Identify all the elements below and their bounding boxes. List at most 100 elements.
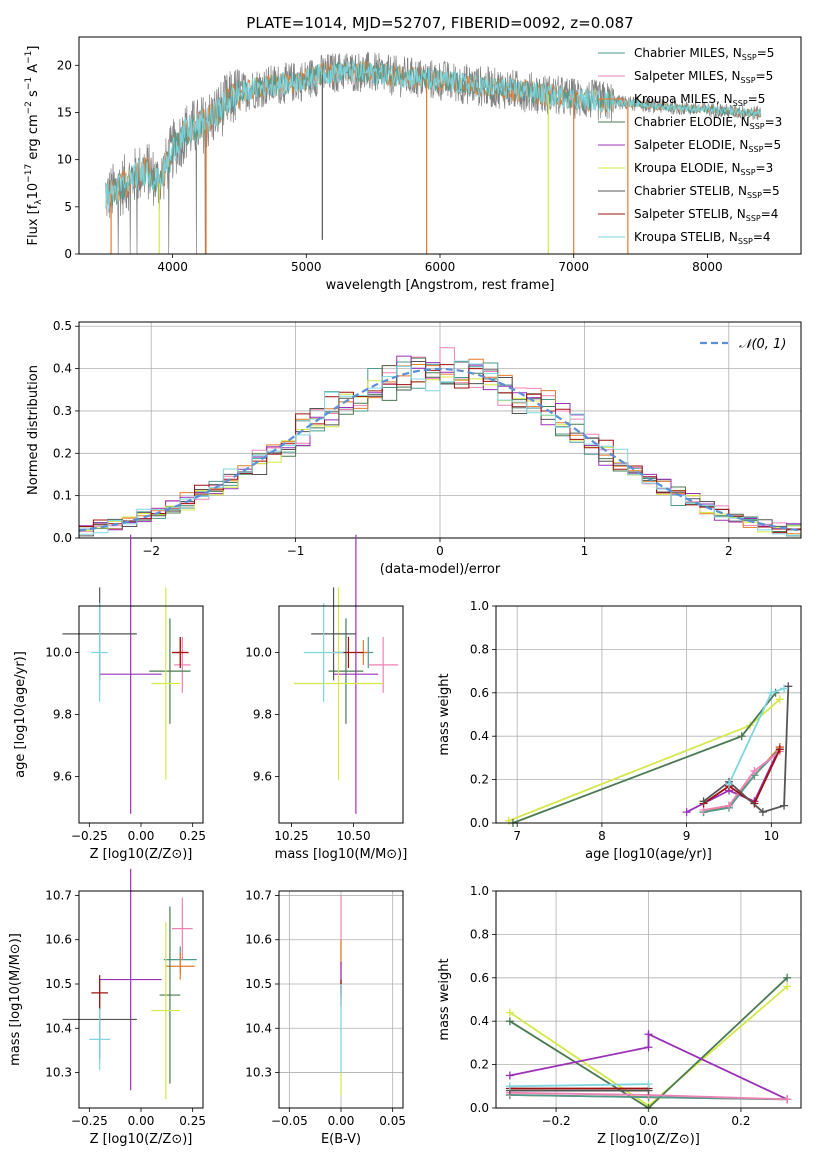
axes-frame [278,890,404,1109]
x-axis-label: Z [log10(Z/Z⊙)] [597,1132,700,1147]
x-tick-label: 0.2 [731,1114,750,1128]
weight_vs_Z-chart: −0.2 0.0 0.2 0.0 0.2 0.4 0.6 0.8 1.0 Z [log10(Z/Z… [437,884,802,1147]
weight-marker [750,766,759,775]
y-axis-label: Flux [fλ10−17 erg cm−2 s−1 A−1] [24,46,44,246]
y-tick-label: 10 [57,153,72,167]
weight-marker [775,745,784,754]
y-tick-label: 10.5 [45,977,72,991]
y-tick-label: 10.7 [45,888,72,902]
weight-marker [644,1030,653,1039]
y-tick-label: 9.6 [53,770,72,784]
x-tick-label: 10.50 [336,829,370,843]
x-axis-label: Z [log10(Z/Z⊙)] [90,847,193,862]
weight-marker [783,982,792,991]
x-tick-label: 1 [581,544,589,558]
weight-marker [644,1043,653,1052]
axes-frame [495,890,802,1109]
y-tick-label: 10.3 [45,1066,72,1080]
x-tick-label: 7 [513,829,521,843]
y-tick-label: 0.0 [470,1101,489,1115]
y-tick-label: 0.8 [470,642,489,656]
y-axis-label: mass weight [437,958,452,1040]
weight-marker [784,682,793,691]
y-tick-label: 0.0 [470,816,489,830]
y-tick-label: 0.6 [470,686,489,700]
weight-marker [737,732,746,741]
x-tick-label: 0.00 [328,1114,355,1128]
figure-title: PLATE=1014, MJD=52707, FIBERID=0092, z=0… [246,14,633,32]
legend-label: Salpeter STELIB, NSSP=4 [634,207,778,223]
y-tick-label: 1.0 [470,884,489,898]
y-tick-label: 0.0 [53,531,72,545]
weight-marker [783,1095,792,1104]
weight-line [509,1032,788,1101]
x-tick-label: −0.2 [542,1114,571,1128]
legend-label: Kroupa STELIB, NSSP=4 [634,230,771,246]
y-tick-label: 20 [57,58,72,72]
spectrum-lines [105,52,762,254]
weight-marker [780,684,789,693]
y-axis-label: mass [log10(M/M⊙)] [8,933,23,1066]
legend-label: Kroupa ELODIE, NSSP=3 [634,161,773,177]
y-tick-label: 15 [57,105,72,119]
weight_vs_age-chart: 7 8 9 10 0.0 0.2 0.4 0.6 0.8 1.0 age [log10(age/yr… [437,599,802,862]
x-tick-label: 0.05 [379,1114,406,1128]
x-tick-label: 0.25 [179,1114,206,1128]
y-tick-label: 0.2 [53,446,72,460]
y-tick-label: 10.6 [245,933,272,947]
weight-marker [775,695,784,704]
legend-label: Chabrier STELIB, NSSP=5 [634,184,780,200]
x-tick-label: −0.25 [71,829,108,843]
y-tick-label: 0.4 [470,1014,489,1028]
y-tick-label: 0.2 [470,773,489,787]
y-tick-label: 10.4 [245,1021,272,1035]
x-tick-label: 5000 [291,260,322,274]
weight-marker [724,779,733,788]
x-tick-label: −2 [142,544,160,558]
model-spectrum [105,60,762,210]
x-tick-label: 9 [683,829,691,843]
x-tick-label: 0.0 [639,1114,658,1128]
weight-marker [780,801,789,810]
x-axis-label: E(B-V) [321,1132,361,1147]
legend-label: Kroupa MILES, NSSP=5 [634,92,765,108]
weight-marker [783,973,792,982]
x-tick-label: 4000 [157,260,188,274]
y-tick-label: 0.1 [53,489,72,503]
x-tick-label: 2 [725,544,733,558]
y-tick-label: 0.4 [470,729,489,743]
histograms [79,347,801,537]
mass_vs_Z-chart: −0.25 0.00 0.25 10.3 10.4 10.5 10.6 10.7 Z [log1… [8,868,206,1147]
y-tick-label: 5 [64,200,72,214]
y-tick-label: 9.6 [253,770,272,784]
weight-marker [505,1082,514,1091]
y-tick-label: 0.6 [470,971,489,985]
weight-marker [758,808,767,817]
x-tick-label: 10.25 [274,829,308,843]
y-tick-label: 10.6 [45,933,72,947]
axes-frame [78,321,802,539]
y-tick-label: 10.7 [245,888,272,902]
age_vs_Z-chart: −0.25 0.00 0.25 9.6 9.8 10.0 Z [log10(Z/Z⊙)] ag… [13,534,206,862]
weight-line [703,748,781,805]
x-tick-label: 6000 [425,260,456,274]
legend-label: Salpeter MILES, NSSP=5 [634,69,773,85]
x-tick-label: 8000 [692,260,723,274]
x-tick-label: 7000 [558,260,589,274]
y-tick-label: 9.8 [53,708,72,722]
weight-marker [724,801,733,810]
y-tick-label: 10.0 [45,646,72,660]
weight-line [703,750,781,811]
weight-marker [644,1080,653,1089]
y-tick-label: 0.4 [53,362,72,376]
weight-line [509,1083,649,1088]
histogram-step [79,360,801,537]
x-axis-label: (data-model)/error [380,562,501,577]
weight-marker [767,688,776,697]
axes-frame [495,605,802,824]
weight-marker [505,1071,514,1080]
legend-label: 𝒩(0, 1) [739,337,786,352]
x-axis-label: mass [log10(M/M⊙)] [275,847,408,862]
weight-marker [682,808,691,817]
y-tick-label: 10.5 [245,977,272,991]
